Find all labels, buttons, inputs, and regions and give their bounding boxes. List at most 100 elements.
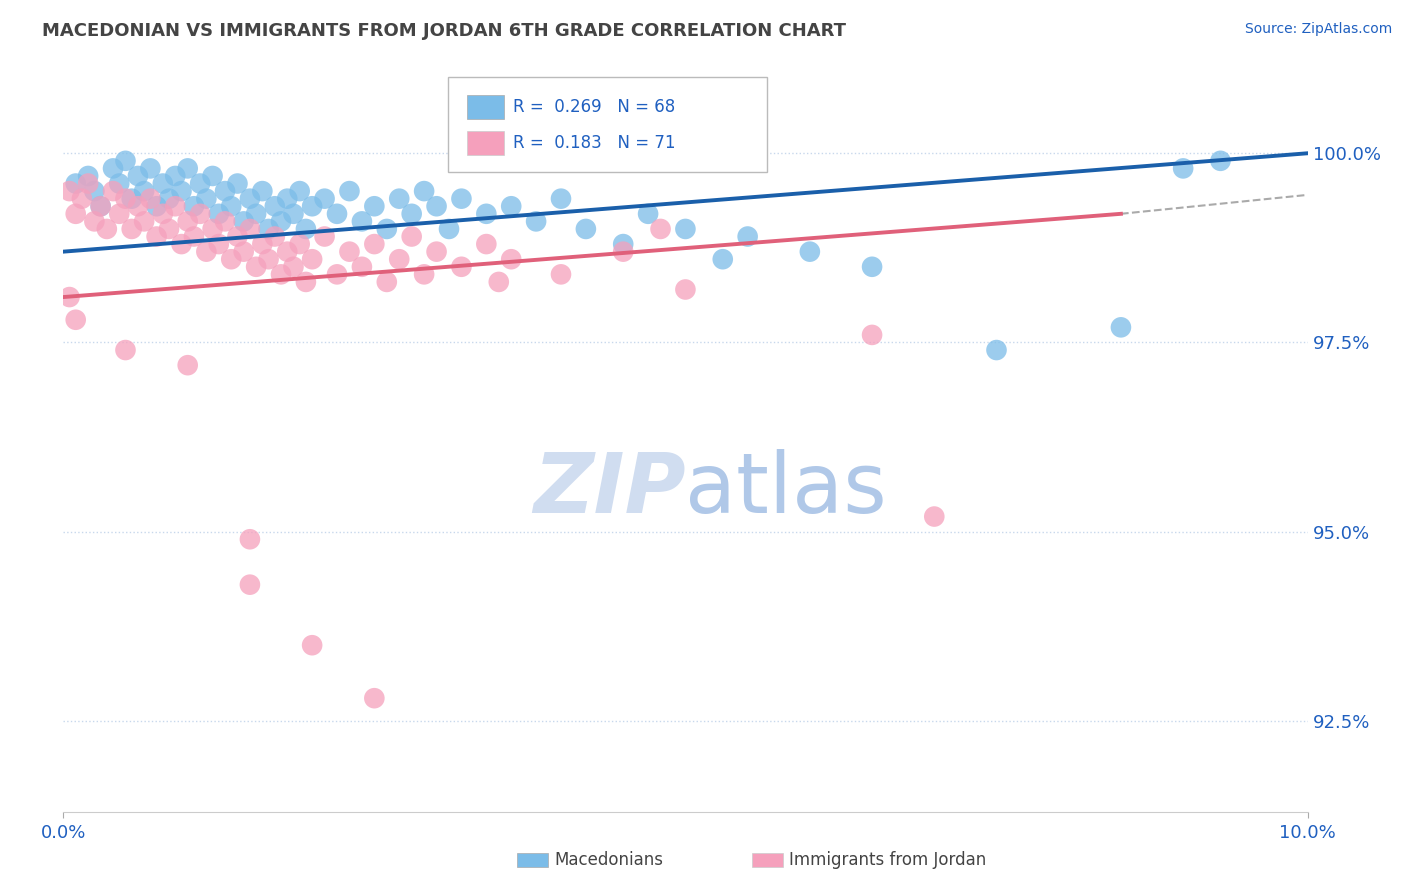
Point [195,244,218,259]
Point [214,214,236,228]
Point [232,244,254,259]
Point [363,199,385,213]
Point [188,207,211,221]
Point [83,184,105,198]
Point [363,237,385,252]
Point [134,184,156,198]
Point [108,177,131,191]
Point [1209,153,1232,168]
Text: atlas: atlas [686,449,887,530]
Text: R =  0.269   N = 68: R = 0.269 N = 68 [513,98,675,116]
Point [219,199,242,213]
Point [501,199,523,213]
Point [301,199,323,213]
Point [121,222,143,236]
Point [58,184,80,198]
Point [295,222,318,236]
Point [612,237,634,252]
Point [675,283,697,297]
Point [101,161,124,176]
Point [139,161,162,176]
Point [314,192,336,206]
Point [350,260,373,274]
Point [252,237,274,252]
Point [121,192,143,206]
Text: R =  0.183   N = 71: R = 0.183 N = 71 [513,134,676,153]
Point [257,222,280,236]
Point [375,222,398,236]
Point [288,184,311,198]
Point [986,343,1008,357]
Point [83,214,105,228]
Point [650,222,672,236]
Point [134,214,156,228]
Point [77,177,100,191]
Point [214,184,236,198]
Point [437,222,460,236]
Point [90,199,112,213]
Point [550,268,572,282]
Point [201,222,224,236]
Point [388,252,411,267]
Point [170,184,193,198]
Point [375,275,398,289]
Text: Macedonians: Macedonians [554,851,664,869]
Point [339,184,361,198]
Point [157,222,180,236]
Point [108,207,131,221]
Point [524,214,547,228]
Point [283,207,305,221]
Point [401,229,423,244]
Point [257,252,280,267]
Point [239,533,262,547]
Point [152,207,174,221]
Point [239,577,262,591]
Point [450,192,472,206]
Point [219,252,242,267]
Point [675,222,697,236]
Point [226,229,249,244]
Point [501,252,523,267]
Point [270,268,292,282]
Point [96,222,118,236]
Text: Source: ZipAtlas.com: Source: ZipAtlas.com [1244,22,1392,37]
Point [475,207,498,221]
Point [711,252,734,267]
Point [276,192,298,206]
Point [65,207,87,221]
Point [737,229,759,244]
Point [239,192,262,206]
Point [475,237,498,252]
Point [550,192,572,206]
Point [65,312,87,326]
Point [183,229,205,244]
Point [226,177,249,191]
Point [252,184,274,198]
Point [263,199,285,213]
Point [201,169,224,183]
Point [301,638,323,652]
Point [114,153,136,168]
Point [65,177,87,191]
Point [637,207,659,221]
Point [127,169,149,183]
Point [145,229,167,244]
Point [183,199,205,213]
Point [114,343,136,357]
Point [101,184,124,198]
Point [283,260,305,274]
Text: MACEDONIAN VS IMMIGRANTS FROM JORDAN 6TH GRADE CORRELATION CHART: MACEDONIAN VS IMMIGRANTS FROM JORDAN 6TH… [42,22,846,40]
Point [413,184,436,198]
Point [1173,161,1195,176]
Point [152,177,174,191]
Point [77,169,100,183]
Point [177,161,200,176]
Point [114,192,136,206]
Point [575,222,598,236]
Point [188,177,211,191]
Point [1109,320,1132,334]
Point [70,192,93,206]
Point [426,199,449,213]
Point [270,214,292,228]
Point [145,199,167,213]
